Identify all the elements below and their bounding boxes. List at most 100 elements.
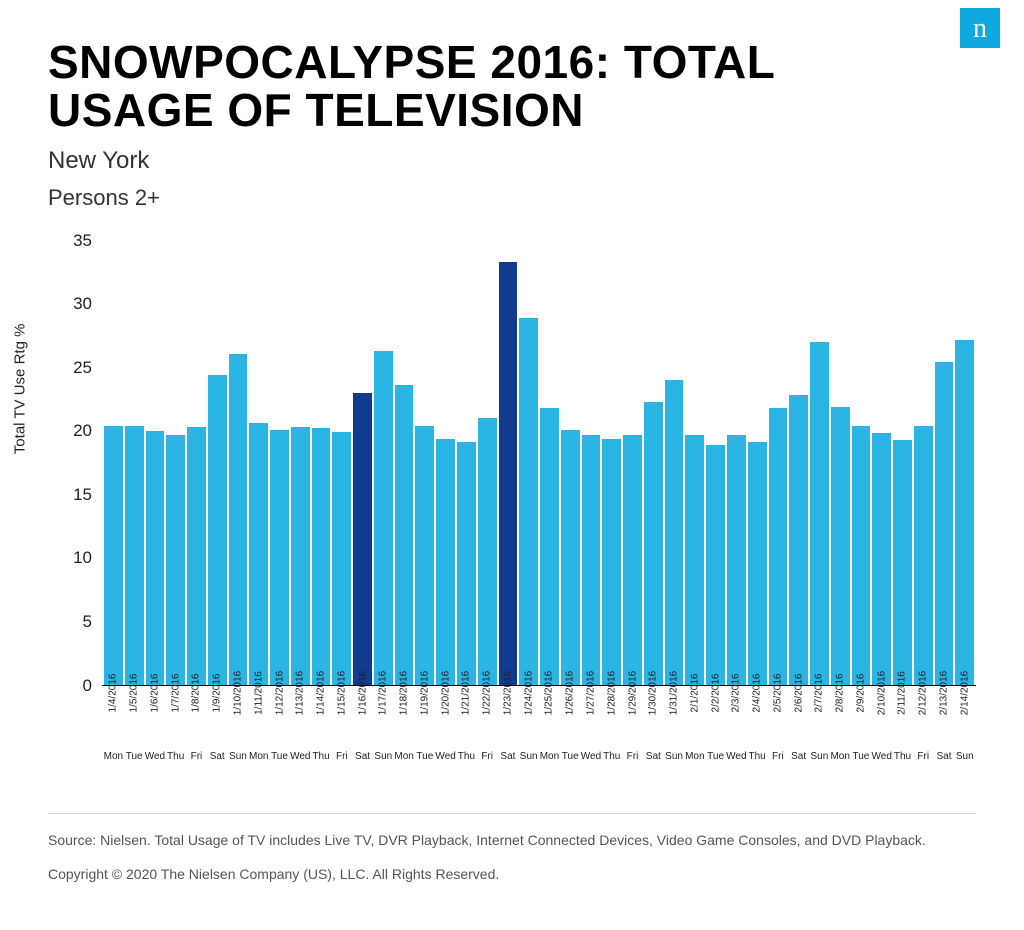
bar: [914, 426, 933, 685]
x-label: 1/28/2016Thu: [602, 689, 621, 781]
x-label-date: 1/23/2016: [502, 670, 513, 715]
x-label-dow: Wed: [435, 751, 455, 762]
x-label-date: 2/3/2016: [731, 673, 742, 712]
x-label: 2/3/2016Wed: [727, 689, 746, 781]
x-label: 2/10/2016Wed: [872, 689, 891, 781]
x-label-date: 1/29/2016: [627, 670, 638, 715]
bar: [332, 432, 351, 684]
x-label-dow: Fri: [336, 751, 348, 762]
x-label-date: 2/11/2016: [897, 671, 908, 715]
x-label: 1/17/2016Sun: [374, 689, 393, 781]
bar: [789, 395, 808, 684]
x-label-dow: Fri: [917, 751, 929, 762]
bar: [561, 430, 580, 685]
bar: [748, 442, 767, 684]
chart-title: SNOWPOCALYPSE 2016: TOTAL USAGE OF TELEV…: [48, 38, 868, 135]
x-label-date: 1/4/2016: [108, 673, 119, 712]
x-label: 2/4/2016Thu: [748, 689, 767, 781]
x-label: 1/4/2016Mon: [104, 689, 123, 781]
x-label-dow: Sun: [811, 751, 829, 762]
bar: [727, 435, 746, 685]
x-label-date: 1/10/2016: [232, 670, 243, 715]
x-label-date: 1/17/2016: [378, 670, 389, 715]
x-label: 1/23/2016Sat: [499, 689, 518, 781]
chart-subtitle-region: New York: [48, 147, 976, 175]
x-label: 2/6/2016Sat: [789, 689, 808, 781]
bar: [187, 427, 206, 685]
x-label-dow: Sun: [956, 751, 974, 762]
x-label-date: 1/30/2016: [648, 670, 659, 715]
x-label-dow: Mon: [685, 751, 704, 762]
bar: [499, 262, 518, 684]
bar: [125, 426, 144, 685]
x-label: 1/10/2016Sun: [229, 689, 248, 781]
bar: [519, 318, 538, 685]
x-label: 1/30/2016Sat: [644, 689, 663, 781]
x-label-dow: Thu: [894, 751, 911, 762]
chart-subtitle-demo: Persons 2+: [48, 185, 976, 211]
bar: [436, 439, 455, 685]
bar: [935, 362, 954, 684]
x-label-dow: Mon: [249, 751, 268, 762]
bar: [852, 426, 871, 685]
x-label-dow: Thu: [167, 751, 184, 762]
x-label-dow: Mon: [394, 751, 413, 762]
bar: [623, 435, 642, 685]
y-tick: 20: [73, 421, 92, 441]
x-label: 2/11/2016Thu: [893, 689, 912, 781]
bar: [166, 435, 185, 685]
x-label-date: 1/12/2016: [274, 670, 285, 715]
logo-glyph: n: [973, 13, 987, 44]
x-label-dow: Mon: [104, 751, 123, 762]
x-label-dow: Fri: [627, 751, 639, 762]
bar: [395, 385, 414, 684]
bar: [540, 408, 559, 685]
x-label-dow: Sat: [936, 751, 951, 762]
footer-source: Source: Nielsen. Total Usage of TV inclu…: [48, 832, 976, 848]
bar: [104, 426, 123, 685]
x-label-dow: Sat: [210, 751, 225, 762]
bar: [270, 430, 289, 685]
x-label-date: 2/1/2016: [689, 673, 700, 712]
bar: [146, 431, 165, 685]
x-label-date: 1/18/2016: [399, 670, 410, 715]
bar: [457, 442, 476, 684]
x-label-date: 1/25/2016: [544, 670, 555, 715]
x-label: 2/7/2016Sun: [810, 689, 829, 781]
y-tick: 0: [83, 676, 92, 696]
plot-area: [102, 241, 976, 686]
x-label-date: 2/4/2016: [752, 673, 763, 712]
x-label-date: 1/27/2016: [585, 670, 596, 715]
bar: [893, 440, 912, 685]
x-label-dow: Tue: [416, 751, 433, 762]
x-label: 2/2/2016Tue: [706, 689, 725, 781]
x-label: 1/12/2016Tue: [270, 689, 289, 781]
x-label-dow: Wed: [726, 751, 746, 762]
x-label-dow: Sat: [646, 751, 661, 762]
x-label-dow: Sun: [665, 751, 683, 762]
y-tick: 25: [73, 358, 92, 378]
x-label: 2/1/2016Mon: [685, 689, 704, 781]
bar: [831, 407, 850, 685]
bar: [955, 340, 974, 685]
x-label: 1/31/2016Sun: [665, 689, 684, 781]
x-label-date: 2/6/2016: [793, 673, 804, 712]
x-label: 1/6/2016Wed: [146, 689, 165, 781]
x-label: 2/9/2016Tue: [852, 689, 871, 781]
x-label-date: 2/12/2016: [918, 670, 929, 715]
x-label: 1/15/2016Fri: [332, 689, 351, 781]
y-axis-ticks: 05101520253035: [48, 241, 98, 686]
bar: [769, 408, 788, 685]
x-label-date: 1/31/2016: [669, 670, 680, 715]
bar: [291, 427, 310, 685]
x-label: 1/19/2016Tue: [415, 689, 434, 781]
bar: [415, 426, 434, 685]
brand-logo: n: [960, 8, 1000, 48]
x-label-dow: Wed: [872, 751, 892, 762]
y-tick: 35: [73, 231, 92, 251]
x-label: 1/8/2016Fri: [187, 689, 206, 781]
x-label-date: 1/6/2016: [149, 673, 160, 712]
x-label-dow: Wed: [581, 751, 601, 762]
x-label-dow: Sun: [374, 751, 392, 762]
x-label: 1/20/2016Wed: [436, 689, 455, 781]
